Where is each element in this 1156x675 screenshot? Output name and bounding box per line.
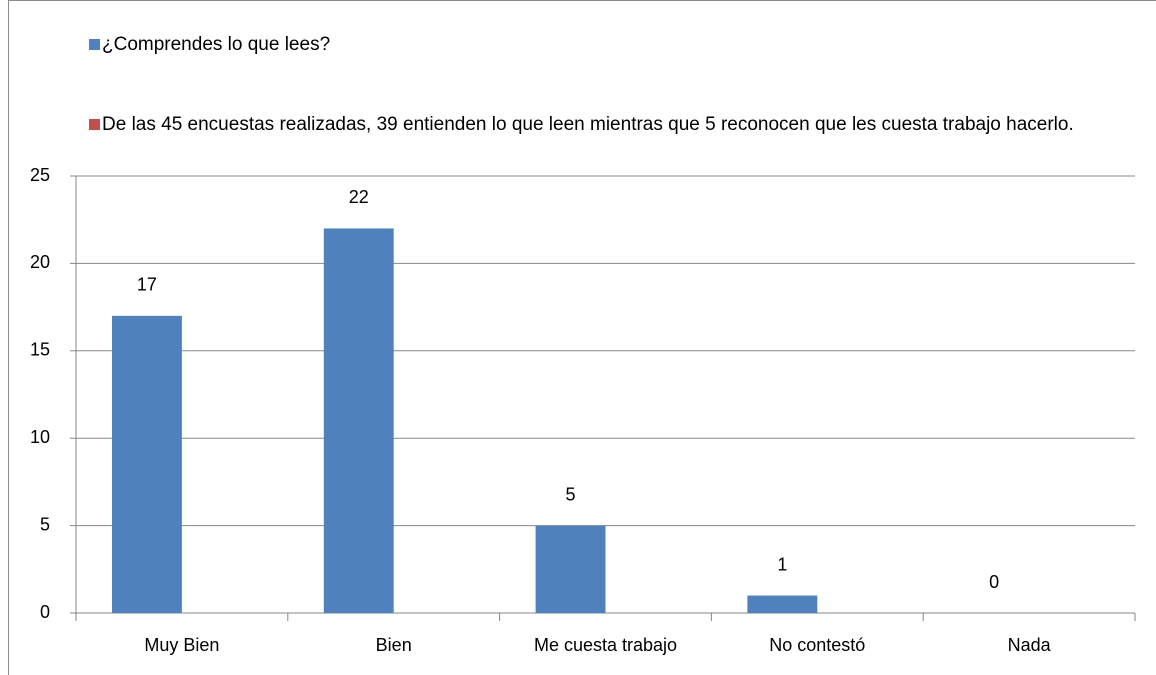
y-tick-label: 10	[30, 427, 50, 447]
y-tick-label: 15	[30, 340, 50, 360]
y-tick-label: 5	[40, 514, 50, 534]
data-label: 0	[989, 572, 999, 592]
x-tick-label: Bien	[376, 635, 412, 655]
bar	[747, 595, 818, 613]
y-tick-label: 0	[40, 602, 50, 622]
y-tick-label: 20	[30, 252, 50, 272]
chart-border	[8, 0, 1156, 675]
data-label: 5	[566, 484, 576, 504]
legend-label: ¿Comprendes lo que lees?	[102, 34, 331, 55]
x-tick-label: Me cuesta trabajo	[534, 635, 677, 655]
bar	[323, 228, 394, 613]
data-label: 1	[777, 554, 787, 574]
legend-swatch	[89, 39, 100, 50]
x-tick-label: Nada	[1008, 635, 1052, 655]
data-label: 22	[349, 187, 369, 207]
y-tick-label: 25	[30, 165, 50, 185]
data-label: 17	[137, 275, 157, 295]
x-tick-label: No contestó	[769, 635, 865, 655]
bar	[112, 315, 182, 613]
bar	[535, 525, 606, 613]
legend-swatch	[89, 119, 100, 130]
x-tick-label: Muy Bien	[144, 635, 219, 655]
legend-label: De las 45 encuestas realizadas, 39 entie…	[102, 114, 1074, 135]
